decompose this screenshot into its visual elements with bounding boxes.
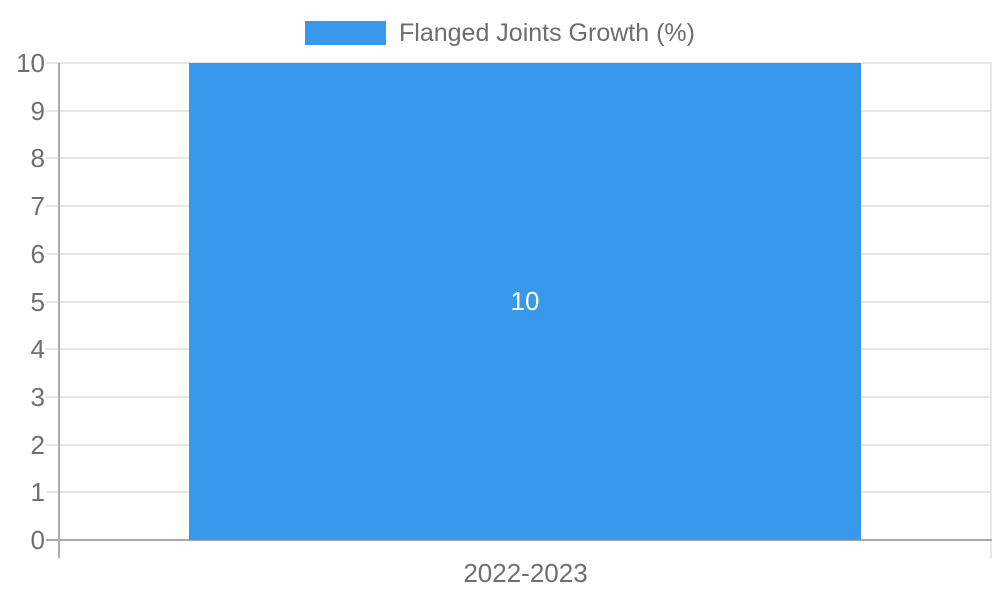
y-tick-label-6: 6 <box>30 238 45 269</box>
legend-label: Flanged Joints Growth (%) <box>399 19 695 47</box>
y-tick-label-8: 8 <box>30 143 45 174</box>
legend: Flanged Joints Growth (%) <box>0 20 1000 46</box>
y-tick-label-7: 7 <box>30 191 45 222</box>
y-tick-label-3: 3 <box>30 381 45 412</box>
y-axis-line <box>58 63 60 558</box>
y-tick-label-5: 5 <box>30 286 45 317</box>
plot-area: 10 <box>46 62 992 558</box>
x-axis-baseline <box>46 539 992 541</box>
y-tick-label-9: 9 <box>30 95 45 126</box>
y-tick-label-2: 2 <box>30 429 45 460</box>
y-tick-label-1: 1 <box>30 477 45 508</box>
y-tick-label-10: 10 <box>16 48 45 78</box>
x-tick-label: 2022-2023 <box>463 558 588 588</box>
y-tick-label-0: 0 <box>30 525 45 555</box>
plot-right-border <box>990 63 992 558</box>
bar-2022-2023[interactable]: 10 <box>189 63 861 540</box>
y-tick-label-4: 4 <box>30 334 45 365</box>
bar-value-label: 10 <box>510 286 540 316</box>
legend-swatch-icon <box>305 21 387 45</box>
legend-item[interactable]: Flanged Joints Growth (%) <box>305 20 695 46</box>
